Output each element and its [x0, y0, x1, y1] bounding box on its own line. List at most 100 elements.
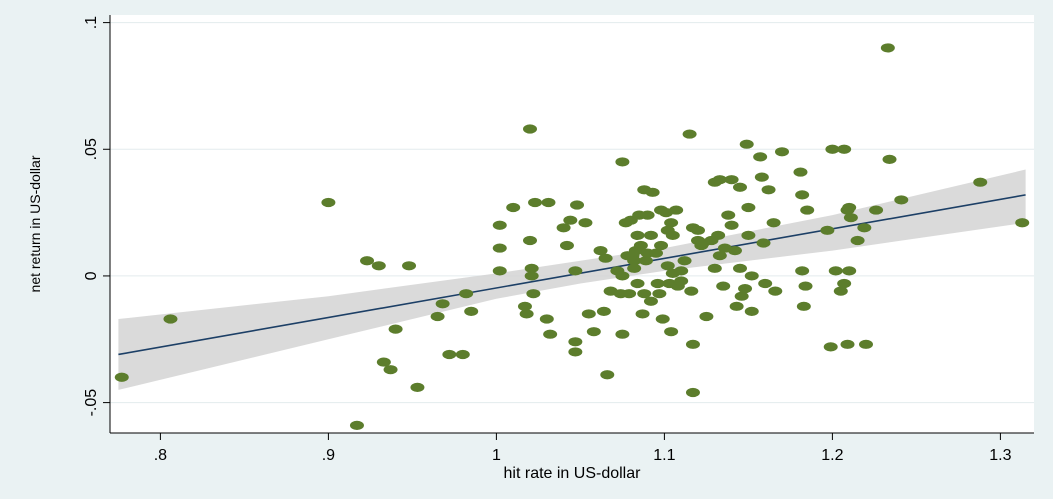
data-point — [615, 271, 630, 281]
data-point — [581, 309, 596, 319]
data-point — [517, 301, 532, 311]
x-axis-title: hit rate in US-dollar — [504, 465, 642, 482]
data-point — [492, 243, 507, 253]
data-point — [665, 230, 680, 240]
data-point — [455, 349, 470, 360]
confidence-band-area — [118, 169, 1026, 390]
data-point — [586, 327, 601, 337]
data-point — [753, 152, 768, 162]
data-point — [699, 311, 714, 322]
data-point — [627, 263, 642, 273]
data-point — [738, 284, 753, 294]
data-point — [388, 324, 403, 334]
data-point — [775, 147, 789, 157]
data-point — [691, 225, 705, 235]
data-point — [615, 157, 630, 167]
data-point — [837, 144, 852, 154]
data-points — [114, 43, 1030, 430]
data-point — [638, 256, 653, 266]
data-point — [596, 306, 611, 316]
data-point — [833, 286, 848, 296]
y-axis-title: net return in US-dollar — [27, 155, 43, 292]
data-point — [430, 311, 445, 322]
data-point — [635, 309, 650, 319]
data-point — [627, 256, 642, 266]
data-point — [442, 349, 457, 360]
data-point — [523, 235, 537, 246]
data-point — [371, 261, 386, 271]
x-tick-label: 1.3 — [989, 447, 1011, 464]
data-point — [539, 314, 554, 324]
data-point — [163, 314, 178, 324]
data-point — [882, 154, 897, 164]
data-point — [435, 299, 450, 309]
data-point — [643, 230, 658, 240]
data-point — [459, 289, 474, 299]
data-point — [724, 220, 739, 230]
data-point — [842, 266, 857, 276]
data-point — [734, 291, 749, 301]
data-point — [859, 339, 873, 349]
data-point — [677, 256, 692, 266]
data-point — [654, 240, 669, 251]
data-point — [402, 261, 417, 271]
data-point — [376, 357, 391, 367]
data-point — [410, 382, 425, 392]
data-point — [630, 278, 645, 289]
data-point — [524, 271, 539, 281]
data-point — [568, 337, 583, 347]
data-point — [492, 220, 507, 230]
data-point — [685, 387, 700, 398]
data-point — [674, 276, 689, 286]
x-tick-label: 1 — [492, 447, 501, 464]
data-point — [741, 202, 756, 213]
data-point — [869, 205, 884, 215]
data-point — [652, 289, 667, 299]
x-tick-label: 1.1 — [653, 447, 675, 464]
y-tick-label: .05 — [83, 138, 100, 160]
data-point — [570, 200, 585, 210]
data-point — [556, 223, 571, 233]
x-tick-label: .8 — [154, 447, 167, 464]
data-point — [828, 266, 843, 276]
data-point — [578, 218, 593, 228]
data-point — [655, 314, 670, 324]
data-point — [754, 172, 769, 182]
data-point — [622, 289, 637, 299]
data-point — [633, 240, 648, 251]
data-point — [707, 263, 722, 273]
data-point — [649, 248, 663, 258]
data-point — [857, 223, 872, 233]
data-point — [733, 182, 747, 192]
data-point — [744, 271, 759, 281]
data-point — [973, 177, 988, 187]
data-point — [798, 281, 813, 291]
data-point — [716, 281, 731, 291]
data-point — [756, 238, 771, 248]
data-point — [766, 218, 781, 228]
data-point — [850, 235, 865, 246]
data-point — [682, 129, 697, 139]
data-point — [630, 230, 645, 240]
data-point — [492, 266, 507, 276]
data-point — [761, 185, 776, 195]
data-point — [523, 124, 537, 134]
data-point — [744, 306, 759, 316]
data-point — [563, 215, 578, 225]
data-point — [464, 306, 479, 316]
data-point — [519, 309, 534, 319]
data-point — [541, 197, 556, 208]
data-point — [894, 195, 909, 205]
data-point — [820, 225, 835, 235]
y-tick-label: 0 — [83, 271, 100, 280]
data-point — [568, 266, 583, 276]
data-point — [684, 286, 699, 296]
data-point — [1015, 218, 1030, 228]
data-point — [637, 289, 652, 299]
data-point — [645, 187, 660, 197]
data-point — [795, 190, 810, 200]
data-point — [823, 342, 838, 352]
data-point — [615, 329, 630, 339]
data-point — [712, 175, 727, 185]
